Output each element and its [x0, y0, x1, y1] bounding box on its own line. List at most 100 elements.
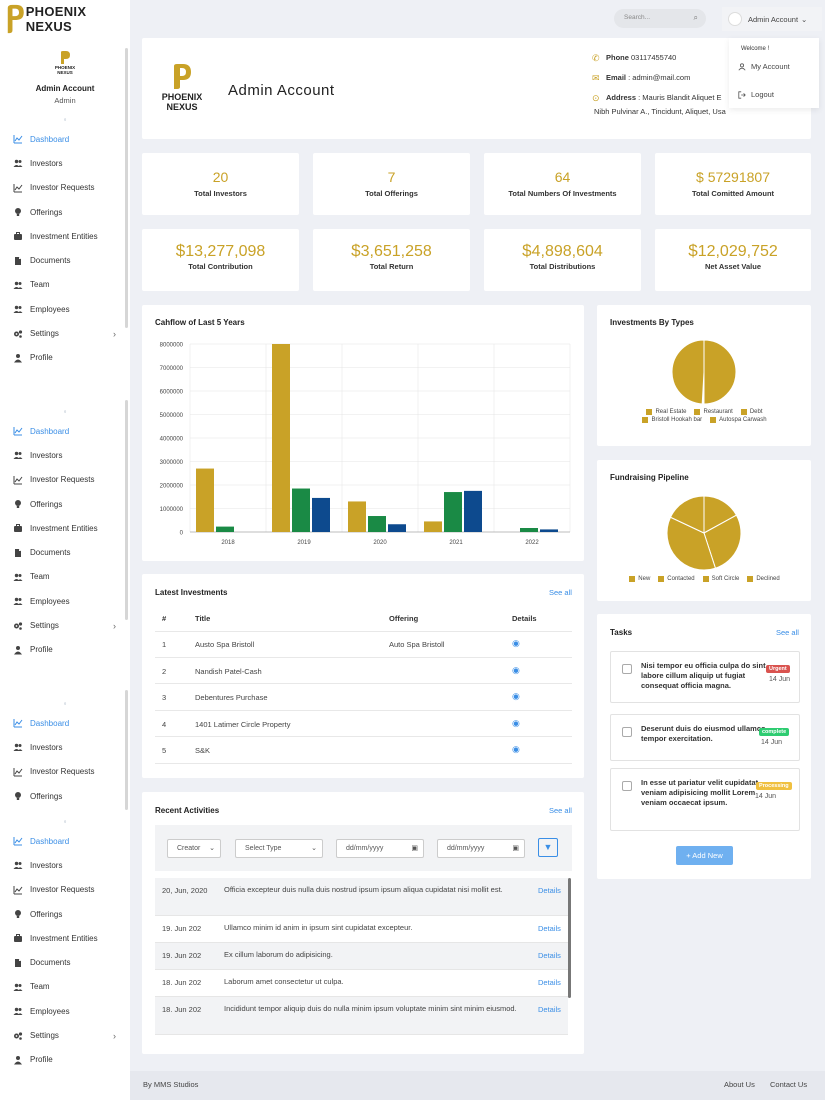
users-icon — [13, 452, 23, 460]
eye-icon[interactable]: ◉ — [512, 638, 520, 648]
task-checkbox[interactable] — [622, 664, 632, 674]
sidebar-item-settings[interactable]: Settings › — [0, 321, 130, 345]
table-row: 3 Debentures Purchase ◉ — [155, 684, 572, 711]
collapse-dot-icon: ◦ — [63, 817, 67, 826]
sidebar-item-investment-entities[interactable]: Investment Entities — [0, 516, 130, 540]
y-tick-label: 8000000 — [160, 343, 184, 349]
filter-button[interactable]: ▼ — [538, 838, 558, 857]
search-input[interactable]: Search... ⌕ — [614, 9, 706, 28]
sidebar-item-label: Investor Requests — [30, 767, 95, 777]
see-all-link[interactable]: See all — [549, 806, 572, 815]
row-number: 4 — [162, 719, 167, 729]
sidebar-item-documents[interactable]: Documents — [0, 540, 130, 564]
sidebar-item-investor-requests[interactable]: Investor Requests — [0, 878, 130, 902]
sidebar-item-label: Offerings — [30, 207, 63, 217]
sidebar-item-investors[interactable]: Investors — [0, 853, 130, 877]
sidebar-item-offerings[interactable]: Offerings — [0, 200, 130, 224]
date-from-input[interactable]: dd/mm/yyyy ▣ — [336, 839, 424, 858]
sidebar-item-investors[interactable]: Investors — [0, 443, 130, 467]
contact-link[interactable]: Contact Us — [770, 1080, 808, 1089]
sidebar-item-team[interactable]: Team — [0, 975, 130, 999]
sidebar-item-profile[interactable]: Profile — [0, 638, 130, 662]
date-to-input[interactable]: dd/mm/yyyy ▣ — [437, 839, 525, 858]
legend-label: Debt — [749, 409, 763, 415]
type-select[interactable]: Select Type ⌄ — [235, 839, 323, 858]
creator-select[interactable]: Creator ⌄ — [167, 839, 221, 858]
footer: By MMS Studios About Us Contact Us — [130, 1071, 825, 1100]
sidebar-item-dashboard[interactable]: Dashboard — [0, 829, 130, 853]
add-task-button[interactable]: + Add New — [676, 846, 733, 865]
sidebar-item-employees[interactable]: Employees — [0, 999, 130, 1023]
about-link[interactable]: About Us — [724, 1080, 755, 1089]
sidebar-item-label: Profile — [30, 1055, 53, 1065]
details-link[interactable]: Details — [538, 978, 561, 987]
sidebar-item-label: Investor Requests — [30, 183, 95, 193]
row-number: 2 — [162, 666, 167, 676]
row-number: 5 — [162, 746, 167, 755]
sidebar-item-label: Investors — [30, 158, 63, 168]
chevron-right-icon: › — [113, 620, 116, 631]
contact-phone: ✆ Phone 03117455740 — [592, 53, 677, 63]
task-checkbox[interactable] — [622, 781, 632, 791]
sidebar-item-investment-entities[interactable]: Investment Entities — [0, 224, 130, 248]
see-all-link[interactable]: See all — [776, 628, 799, 637]
users-icon — [13, 744, 23, 752]
users-icon — [13, 281, 23, 289]
brand-name: PHOENIX NEXUS — [25, 4, 87, 34]
avatar — [728, 12, 742, 26]
sidebar-item-settings[interactable]: Settings › — [0, 613, 130, 637]
sidebar-item-investor-requests[interactable]: Investor Requests — [0, 176, 130, 200]
eye-icon[interactable]: ◉ — [512, 744, 520, 754]
sidebar-item-profile[interactable]: Profile — [0, 346, 130, 370]
sidebar-item-profile[interactable]: Profile — [0, 1048, 130, 1072]
activities-scrollbar[interactable] — [568, 878, 571, 998]
eye-icon[interactable]: ◉ — [512, 664, 520, 675]
sidebar-item-dashboard[interactable]: Dashboard — [0, 711, 130, 735]
sidebar-item-investors[interactable]: Investors — [0, 735, 130, 759]
user-icon — [14, 353, 22, 363]
sidebar-scrollbar[interactable] — [125, 690, 128, 810]
sidebar-item-label: Investment Entities — [30, 933, 98, 943]
account-menu-button[interactable]: Admin Account ⌄ — [722, 7, 822, 31]
sidebar-item-label: Employees — [30, 596, 70, 606]
sidebar-scrollbar[interactable] — [125, 48, 128, 328]
brand[interactable]: PHOENIX NEXUS — [0, 0, 130, 38]
sidebar-item-documents[interactable]: Documents — [0, 248, 130, 272]
sidebar-item-settings[interactable]: Settings › — [0, 1023, 130, 1047]
see-all-link[interactable]: See all — [549, 588, 572, 597]
details-link[interactable]: Details — [538, 1005, 561, 1014]
sidebar-item-offerings[interactable]: Offerings — [0, 784, 130, 808]
sidebar-scrollbar[interactable] — [125, 400, 128, 620]
legend-label: New — [638, 576, 651, 582]
my-account-link[interactable]: My Account — [738, 62, 790, 71]
details-link[interactable]: Details — [538, 924, 561, 933]
sidebar-item-employees[interactable]: Employees — [0, 589, 130, 613]
sidebar-item-label: Settings — [30, 329, 59, 339]
sidebar-item-documents[interactable]: Documents — [0, 950, 130, 974]
sidebar-item-investor-requests[interactable]: Investor Requests — [0, 760, 130, 784]
eye-icon[interactable]: ◉ — [512, 691, 520, 701]
chart-line-icon — [13, 475, 23, 485]
row-number: 1 — [162, 640, 167, 649]
sidebar-item-investor-requests[interactable]: Investor Requests — [0, 468, 130, 492]
sidebar-item-investors[interactable]: Investors — [0, 151, 130, 175]
sidebar-item-investment-entities[interactable]: Investment Entities — [0, 926, 130, 950]
collapse-dot-icon: ◦ — [63, 407, 67, 416]
logout-link[interactable]: Logout — [738, 90, 774, 99]
sidebar-item-dashboard[interactable]: Dashboard — [0, 127, 130, 151]
eye-icon[interactable]: ◉ — [512, 717, 520, 728]
details-link[interactable]: Details — [538, 886, 561, 895]
stat-value: $13,277,098 — [175, 241, 266, 260]
sidebar-item-dashboard[interactable]: Dashboard — [0, 419, 130, 443]
bar — [444, 492, 462, 532]
sidebar-item-employees[interactable]: Employees — [0, 297, 130, 321]
sidebar-item-team[interactable]: Team — [0, 565, 130, 589]
search-icon[interactable]: ⌕ — [693, 13, 698, 22]
details-link[interactable]: Details — [538, 951, 561, 960]
task-checkbox[interactable] — [622, 727, 632, 737]
sidebar-item-offerings[interactable]: Offerings — [0, 492, 130, 516]
sidebar-item-team[interactable]: Team — [0, 273, 130, 297]
sidebar-item-offerings[interactable]: Offerings — [0, 902, 130, 926]
y-tick-label: 6000000 — [160, 390, 184, 396]
investments-pie-chart — [671, 339, 737, 405]
